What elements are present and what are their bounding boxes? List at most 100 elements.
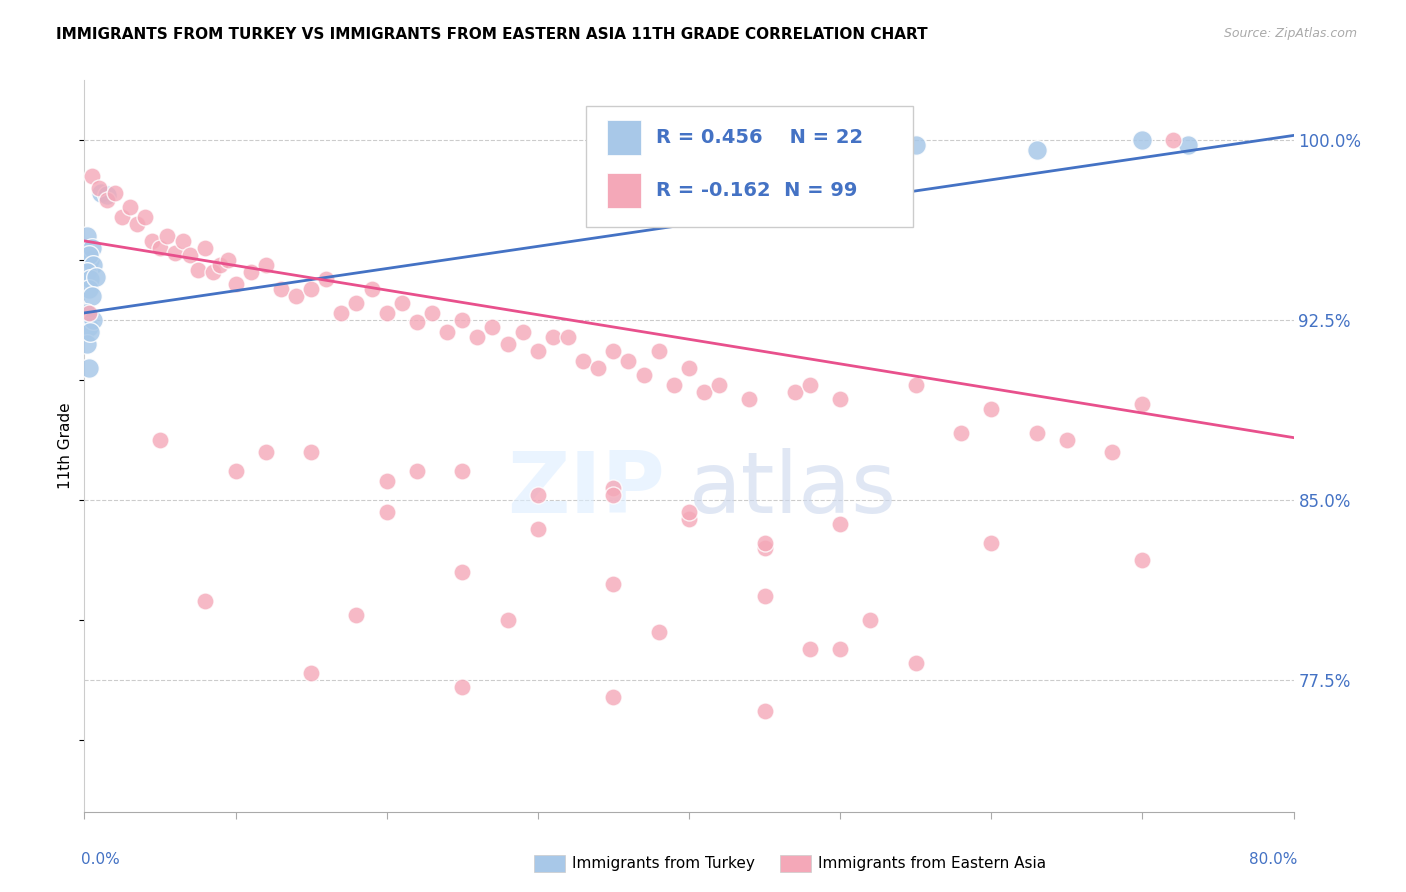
Point: [76, 337, 98, 351]
Point: [1132, 553, 1154, 567]
Point: [904, 377, 927, 392]
Text: R = 0.456    N = 22: R = 0.456 N = 22: [657, 128, 863, 147]
Text: IMMIGRANTS FROM TURKEY VS IMMIGRANTS FROM EASTERN ASIA 11TH GRADE CORRELATION CH: IMMIGRANTS FROM TURKEY VS IMMIGRANTS FRO…: [56, 27, 928, 42]
Text: atlas: atlas: [689, 449, 897, 532]
Point: [77, 306, 100, 320]
Point: [77, 248, 100, 262]
Point: [375, 306, 398, 320]
Point: [141, 234, 163, 248]
Point: [82, 258, 104, 272]
Point: [270, 282, 292, 296]
Point: [541, 330, 564, 344]
Point: [80, 241, 103, 255]
Point: [1132, 397, 1154, 411]
Point: [602, 577, 624, 591]
Point: [285, 289, 308, 303]
Point: [693, 385, 716, 400]
Text: Source: ZipAtlas.com: Source: ZipAtlas.com: [1223, 27, 1357, 40]
Point: [1177, 138, 1199, 153]
Point: [481, 320, 503, 334]
Point: [904, 138, 927, 153]
Point: [77, 320, 100, 334]
Point: [80, 169, 103, 184]
Point: [391, 296, 413, 310]
Point: [375, 505, 398, 519]
Point: [602, 488, 624, 502]
Point: [754, 704, 776, 718]
Point: [96, 188, 118, 202]
Point: [572, 354, 595, 368]
Point: [436, 325, 458, 339]
Point: [678, 512, 700, 526]
Point: [1132, 133, 1154, 147]
Point: [678, 361, 700, 376]
Point: [118, 200, 141, 214]
Point: [254, 445, 277, 459]
Point: [330, 306, 353, 320]
Point: [104, 186, 127, 200]
Point: [527, 522, 550, 536]
Point: [648, 344, 671, 359]
Bar: [607, 173, 641, 209]
Point: [754, 589, 776, 603]
Point: [1025, 143, 1047, 157]
Point: [79, 325, 101, 339]
Point: [209, 258, 232, 272]
Point: [194, 241, 217, 255]
Point: [467, 330, 489, 344]
Point: [451, 464, 474, 478]
Point: [496, 337, 519, 351]
Bar: [607, 120, 641, 155]
Point: [82, 313, 104, 327]
Point: [76, 229, 98, 244]
Point: [420, 306, 443, 320]
Point: [1025, 425, 1047, 440]
Y-axis label: 11th Grade: 11th Grade: [58, 402, 73, 490]
Point: [127, 217, 149, 231]
Point: [375, 474, 398, 488]
Point: [662, 377, 685, 392]
Point: [602, 344, 624, 359]
Point: [451, 313, 474, 327]
Point: [111, 210, 134, 224]
Point: [754, 541, 776, 555]
Point: [179, 248, 201, 262]
Point: [315, 272, 337, 286]
Point: [783, 385, 806, 400]
Point: [406, 316, 429, 330]
Point: [617, 354, 640, 368]
Point: [830, 516, 852, 531]
Point: [165, 246, 187, 260]
Point: [527, 488, 550, 502]
Point: [799, 377, 821, 392]
Point: [1101, 445, 1123, 459]
Point: [79, 272, 101, 286]
Text: Immigrants from Turkey: Immigrants from Turkey: [572, 856, 755, 871]
Text: ZIP: ZIP: [508, 449, 665, 532]
Point: [557, 330, 579, 344]
Point: [360, 282, 382, 296]
Point: [451, 565, 474, 579]
Point: [149, 433, 172, 447]
FancyBboxPatch shape: [586, 106, 912, 227]
Point: [346, 296, 368, 310]
Point: [254, 258, 277, 272]
Point: [950, 425, 973, 440]
Point: [299, 445, 322, 459]
Point: [134, 210, 156, 224]
Point: [96, 193, 118, 207]
Point: [980, 536, 1002, 550]
Point: [754, 536, 776, 550]
Point: [156, 229, 179, 244]
Point: [602, 481, 624, 495]
Point: [90, 186, 112, 200]
Point: [225, 464, 247, 478]
Point: [709, 377, 731, 392]
Point: [77, 361, 100, 376]
Point: [512, 325, 534, 339]
Point: [633, 368, 655, 383]
Point: [194, 593, 217, 607]
Point: [75, 306, 97, 320]
Point: [225, 277, 247, 292]
Text: 80.0%: 80.0%: [1249, 852, 1298, 867]
